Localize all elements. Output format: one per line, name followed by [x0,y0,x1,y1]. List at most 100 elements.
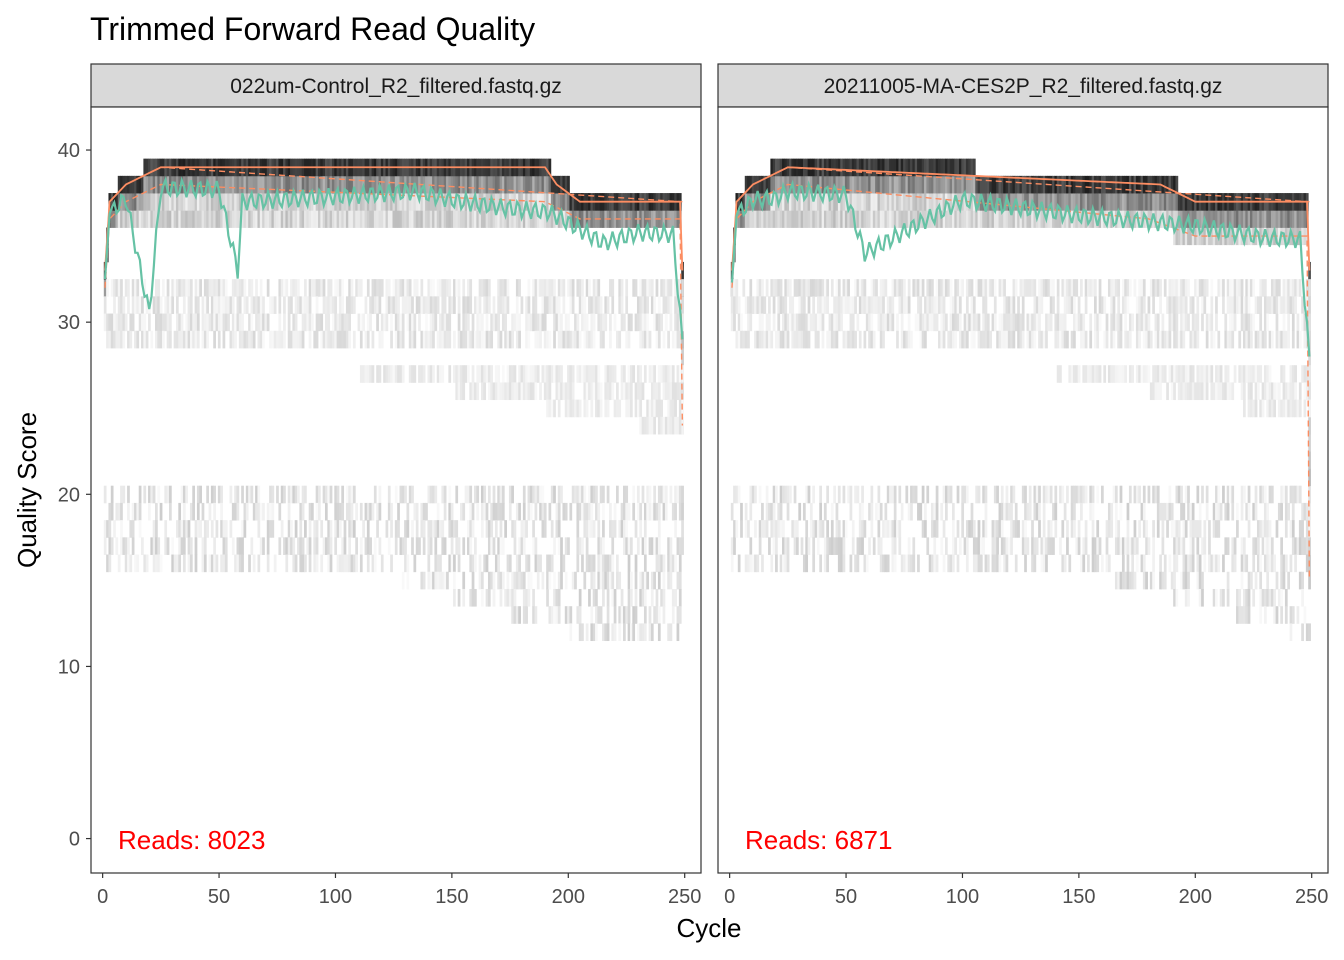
heatmap-cell [182,279,186,297]
heatmap-cell [1247,399,1251,418]
heatmap-cell [166,279,170,297]
heatmap-cell [782,485,785,504]
heatmap-cell [965,313,969,332]
heatmap-cell [816,313,820,332]
heatmap-cell [681,416,684,435]
heatmap-cell [669,210,673,228]
heatmap-cell [1196,330,1200,349]
heatmap-cell [536,365,540,383]
heatmap-cell [103,296,107,314]
heatmap-cell [529,485,533,504]
heatmap-cell [539,330,542,349]
heatmap-cell [192,193,196,211]
heatmap-cell [378,485,382,504]
heatmap-cell [492,571,496,590]
heatmap-cell [334,175,338,194]
heatmap-cell [103,485,107,504]
heatmap-cell [1240,537,1244,555]
heatmap-cell [833,296,836,314]
heatmap-cell [1263,606,1267,624]
heatmap-cell [429,279,433,297]
heatmap-cell [958,330,962,349]
heatmap-cell [1145,313,1148,332]
heatmap-cell [1145,571,1148,590]
heatmap-cell [982,330,985,349]
heatmap-cell [439,210,442,228]
heatmap-cell [518,279,521,297]
heatmap-cell [1073,313,1076,332]
heatmap-cell [611,537,615,555]
heatmap-cell [648,279,652,297]
heatmap-cell [401,193,405,211]
heatmap-cell [851,537,855,555]
heatmap-cell [1280,330,1283,349]
heatmap-cell [1117,193,1121,211]
heatmap-cell [1087,193,1090,211]
heatmap-cell [457,382,461,401]
heatmap-cell [793,279,797,297]
heatmap-cell [1112,175,1116,194]
heatmap-cell [1033,537,1037,555]
heatmap-cell [1170,520,1174,538]
heatmap-cell [940,193,944,211]
heatmap-cell [1112,296,1116,314]
heatmap-cell [991,210,995,228]
heatmap-cell [501,485,505,504]
heatmap-cell [768,296,771,314]
heatmap-cell [399,175,403,194]
heatmap-cell [879,279,883,297]
heatmap-cell [1138,485,1141,504]
heatmap-cell [113,520,116,538]
heatmap-cell [667,571,670,590]
heatmap-cell [1196,485,1200,504]
heatmap-cell [765,313,769,332]
heatmap-cell [585,554,589,573]
heatmap-cell [518,210,521,228]
heatmap-cell [501,571,505,590]
heatmap-cell [744,210,748,228]
heatmap-cell [478,193,482,211]
heatmap-cell [1170,175,1174,194]
heatmap-cell [504,175,507,194]
heatmap-cell [220,210,223,228]
heatmap-cell [1112,330,1116,349]
heatmap-cell [931,175,934,194]
heatmap-cell [1005,537,1009,555]
heatmap-cell [541,485,545,504]
heatmap-cell [912,554,916,573]
heatmap-cell [657,330,661,349]
heatmap-cell [613,606,617,624]
heatmap-cell [1024,520,1027,538]
heatmap-cell [681,313,684,332]
heatmap-cell [506,175,510,194]
heatmap-cell [518,606,521,624]
heatmap-cell [320,210,324,228]
heatmap-cell [1163,571,1167,590]
heatmap-cell [914,175,918,194]
heatmap-cell [227,175,230,194]
heatmap-cell [285,193,289,211]
heatmap-cell [436,296,440,314]
heatmap-cell [1005,313,1009,332]
heatmap-cell [893,158,897,177]
heatmap-cell [655,382,659,401]
heatmap-cell [357,175,361,194]
heatmap-cell [1247,365,1251,383]
heatmap-cell [460,210,463,228]
quality-heatmap [730,158,1311,642]
heatmap-cell [889,485,892,504]
heatmap-cell [879,554,883,573]
heatmap-cell [1247,330,1251,349]
heatmap-cell [201,175,205,194]
heatmap-cell [791,330,795,349]
heatmap-cell [422,210,426,228]
heatmap-cell [262,175,265,194]
heatmap-cell [1291,296,1295,314]
heatmap-cell [819,175,823,194]
heatmap-cell [1243,485,1246,504]
heatmap-cell [406,279,410,297]
heatmap-cell [387,210,391,228]
heatmap-cell [650,623,654,642]
heatmap-cell [1140,296,1144,314]
heatmap-cell [975,313,978,332]
